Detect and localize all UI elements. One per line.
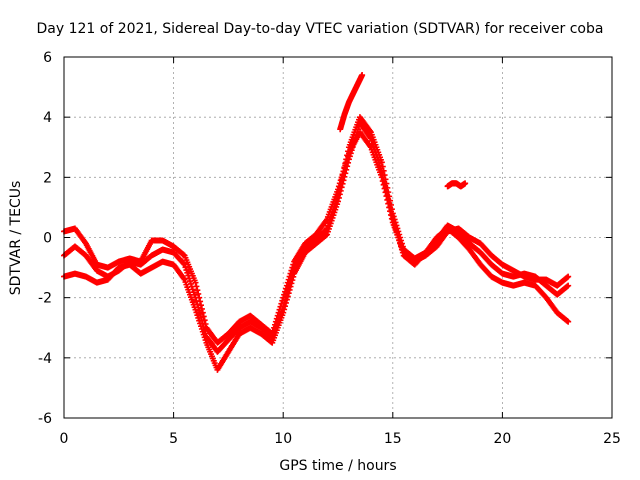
data-point	[379, 163, 386, 170]
data-point	[196, 307, 203, 314]
data-point	[383, 180, 390, 187]
x-tick-label: 5	[169, 431, 178, 447]
data-point	[198, 314, 204, 321]
y-tick-label: -6	[38, 411, 52, 427]
data-point	[389, 210, 396, 217]
data-point	[392, 219, 399, 226]
data-point	[287, 277, 294, 284]
x-tick-label: 10	[274, 431, 292, 447]
data-point	[199, 320, 206, 327]
data-point	[399, 243, 406, 250]
x-tick-label: 25	[603, 431, 621, 447]
data-point	[348, 147, 355, 154]
y-tick-label: -2	[38, 291, 52, 307]
data-point	[202, 330, 209, 337]
y-axis: -6 -4 -2 0 2 4 6	[38, 50, 612, 427]
y-axis-label: SDTVAR / TECUs	[8, 181, 24, 296]
data-point	[391, 216, 398, 223]
data-point	[192, 279, 199, 286]
series-track-c	[61, 114, 572, 355]
data-point	[381, 172, 388, 179]
data-point	[345, 148, 352, 155]
data-point	[462, 180, 469, 187]
grid	[64, 57, 612, 418]
y-tick-label: 4	[43, 110, 52, 126]
data-point	[382, 176, 389, 183]
data-point	[337, 180, 344, 187]
data-point	[201, 327, 208, 334]
data-point	[359, 72, 366, 79]
x-tick-label: 15	[384, 431, 402, 447]
data-point	[339, 172, 346, 179]
data-point	[200, 323, 207, 330]
data-point	[341, 164, 348, 171]
data-point	[384, 184, 391, 191]
data-point	[192, 294, 199, 301]
data-point	[180, 260, 187, 267]
series-track-b	[61, 120, 572, 373]
data-point	[394, 225, 401, 232]
data-point	[343, 156, 350, 163]
data-point	[323, 226, 330, 233]
data-point	[378, 159, 385, 166]
data-point	[288, 274, 295, 281]
data-point	[390, 213, 397, 220]
data-point	[565, 273, 572, 280]
data-point	[380, 167, 387, 174]
data-point	[387, 201, 394, 208]
data-point	[565, 318, 572, 325]
data-point	[280, 303, 287, 310]
x-tick-label: 0	[60, 431, 69, 447]
y-tick-label: 6	[43, 50, 52, 66]
data-point	[385, 189, 392, 196]
data-point	[342, 160, 349, 167]
y-tick-label: 2	[43, 170, 52, 186]
data-point	[195, 304, 202, 311]
series-track-e	[444, 180, 469, 190]
data-point	[386, 193, 393, 200]
x-axis-label: GPS time / hours	[279, 458, 396, 474]
data-series	[61, 72, 572, 373]
data-point	[387, 197, 394, 204]
data-point	[195, 290, 202, 297]
data-point	[396, 231, 403, 238]
data-point	[197, 310, 204, 317]
data-point	[283, 290, 290, 297]
chart-title: Day 121 of 2021, Sidereal Day-to-day VTE…	[37, 21, 604, 37]
data-point	[395, 228, 402, 235]
x-axis: 0 5 10 15 20 25	[60, 57, 621, 447]
data-point	[194, 301, 201, 308]
y-tick-label: 0	[43, 231, 52, 247]
data-point	[340, 168, 347, 175]
data-point	[286, 280, 293, 287]
data-point	[289, 271, 296, 278]
data-point	[284, 287, 291, 294]
data-point	[398, 240, 405, 247]
data-point	[290, 267, 297, 274]
data-point	[198, 317, 205, 324]
data-point	[285, 284, 292, 291]
data-point	[388, 206, 395, 213]
x-tick-label: 20	[493, 431, 511, 447]
data-point	[338, 176, 345, 183]
series-track-d	[337, 72, 366, 133]
data-point	[336, 184, 343, 191]
data-point	[335, 188, 342, 195]
data-point	[398, 237, 405, 244]
data-point	[335, 192, 341, 199]
data-point	[393, 222, 400, 229]
y-tick-label: -4	[38, 351, 52, 367]
data-point	[565, 282, 572, 289]
data-point	[193, 297, 200, 304]
data-point	[281, 300, 288, 307]
data-point	[344, 152, 351, 159]
data-point	[282, 293, 289, 300]
data-point	[282, 297, 289, 304]
data-point	[397, 234, 404, 241]
